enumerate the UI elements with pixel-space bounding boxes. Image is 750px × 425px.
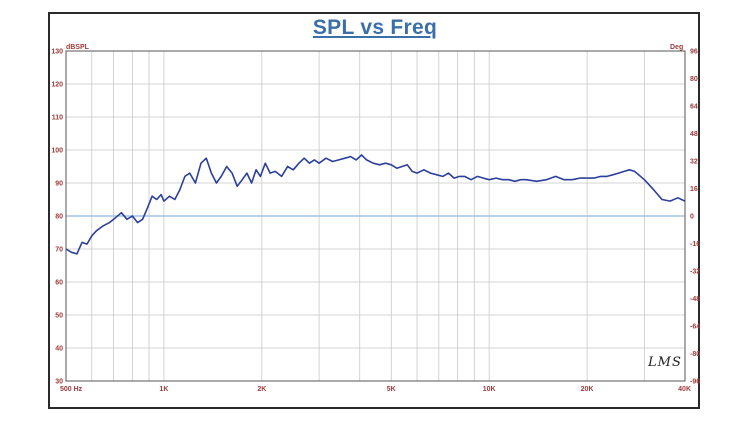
lms-logo: LMS: [648, 355, 682, 370]
x-tick-labels: 500 Hz 1K 2K 5K 10K 20K 40K: [60, 386, 691, 393]
y2-tick-label: -80: [690, 351, 700, 358]
x-tick-label: 1K: [159, 386, 168, 393]
y2-tick-label: 48: [690, 131, 698, 138]
x-tick-label: 500 Hz: [60, 386, 83, 393]
y-tick-label: 110: [52, 115, 63, 122]
y2-tick-label: -64: [690, 324, 700, 331]
y-tick-label: 80: [55, 214, 63, 221]
y-tick-labels: 30 40 50 60 70 80 90 100 110 120 130: [51, 49, 63, 386]
y2-tick-label: 64: [690, 104, 698, 111]
y2-tick-label: -96: [690, 379, 700, 386]
y-tick-label: 30: [55, 379, 63, 386]
x-tick-label: 10K: [483, 386, 496, 393]
y-tick-label: 120: [51, 82, 63, 89]
y2-axis-unit: Deg: [670, 44, 684, 51]
y-tick-label: 60: [55, 280, 63, 287]
y-tick-label: 90: [55, 181, 63, 188]
y2-tick-labels: 96 80 64 48 32 16 0 -16 -32 -48 -64 -80 -96: [690, 49, 700, 386]
spl-curve: [65, 154, 686, 255]
plot-border: [65, 50, 686, 382]
y2-tick-label: 32: [690, 159, 698, 166]
y2-tick-label: 0: [690, 214, 694, 221]
y-tick-label: 70: [55, 247, 63, 254]
x-tick-label: 5K: [387, 386, 396, 393]
y2-tick-label: 96: [690, 49, 698, 56]
x-tick-label: 2K: [257, 386, 266, 393]
y-tick-label: 50: [55, 313, 63, 320]
y-tick-label: 130: [51, 49, 63, 56]
y-axis-unit: dBSPL: [66, 44, 89, 51]
x-tick-label: 40K: [678, 386, 691, 393]
y2-tick-label: -16: [690, 241, 700, 248]
y2-tick-label: -32: [690, 269, 700, 276]
x-tick-label: 20K: [581, 386, 594, 393]
chart-title: SPL vs Freq: [312, 16, 438, 39]
y2-tick-label: -48: [690, 296, 700, 303]
y-tick-label: 40: [55, 346, 63, 353]
chart-frame: [48, 12, 700, 409]
y2-tick-label: 80: [690, 76, 698, 83]
y2-tick-label: 16: [690, 186, 698, 193]
y-tick-label: 100: [51, 148, 63, 155]
